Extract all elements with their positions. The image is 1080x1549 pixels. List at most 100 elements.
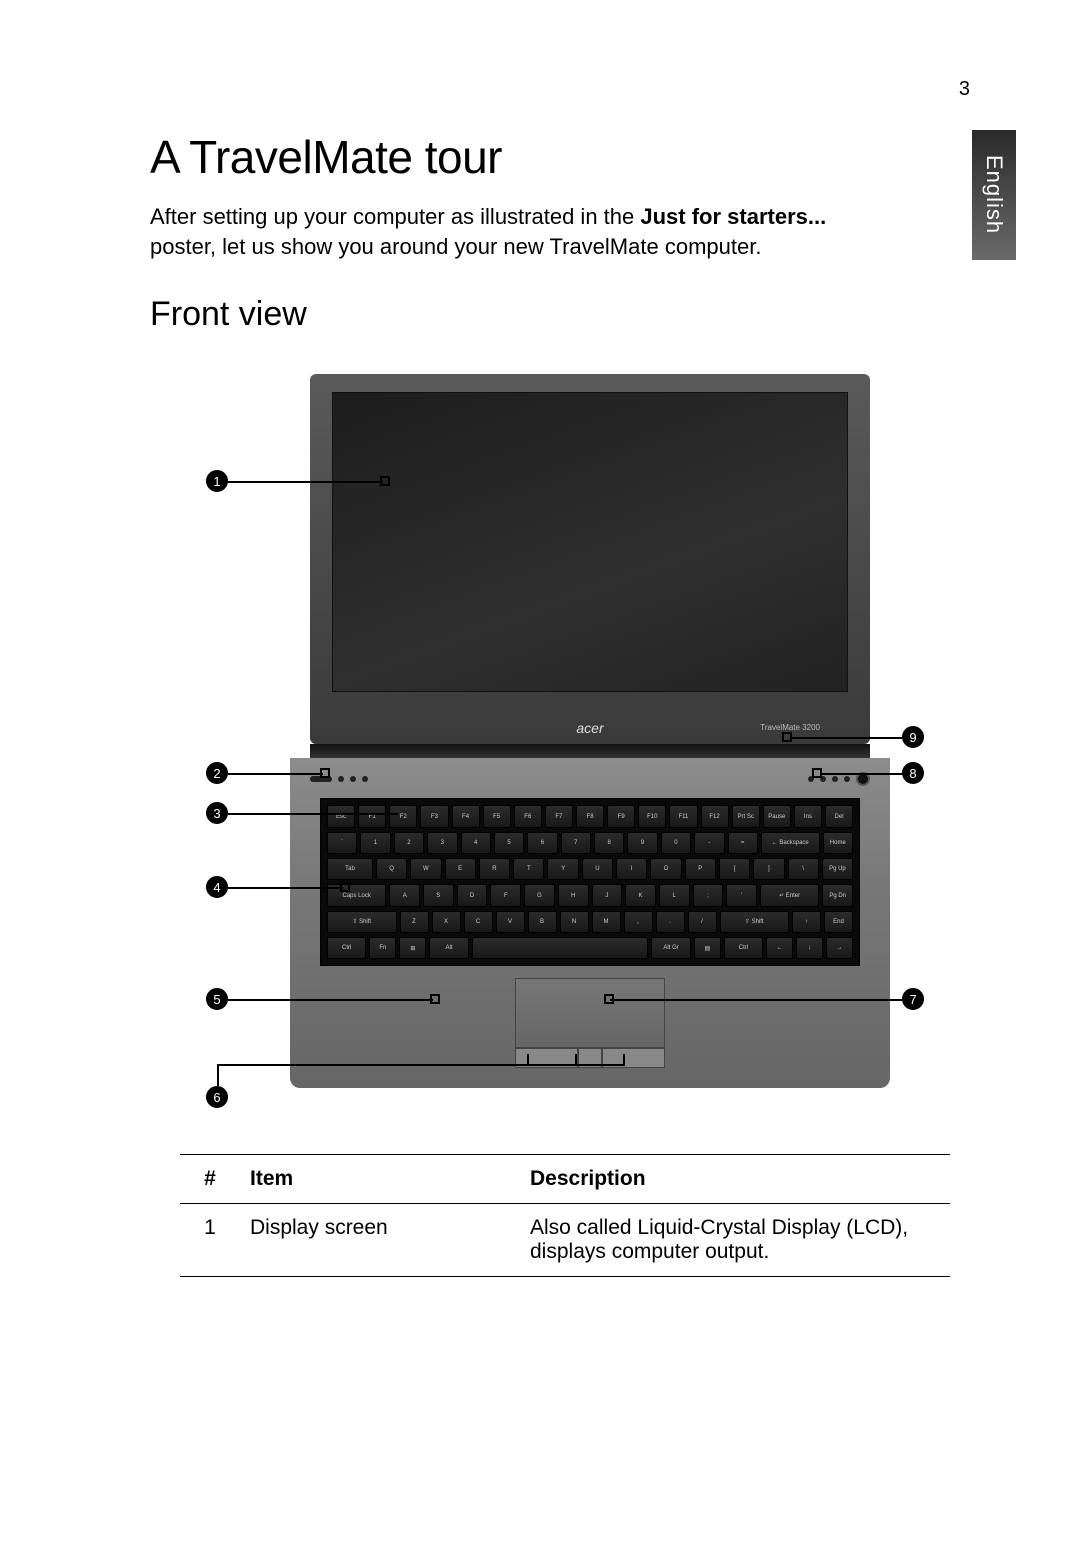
intro-bold: Just for starters... xyxy=(640,204,826,229)
language-tab-label: English xyxy=(981,155,1007,234)
launch-key xyxy=(832,776,838,782)
leader-end xyxy=(604,994,614,1004)
key: , xyxy=(624,911,653,933)
key: C xyxy=(464,911,493,933)
key: Fn xyxy=(369,937,396,959)
key: J xyxy=(592,884,623,906)
callout-7: 7 xyxy=(902,988,924,1010)
leader-line xyxy=(217,1064,527,1066)
key: Pg Dn xyxy=(822,884,853,906)
callout-8: 8 xyxy=(902,762,924,784)
key: Q xyxy=(376,858,407,880)
leader-line xyxy=(228,813,398,815)
touchpad xyxy=(515,978,665,1048)
key: 5 xyxy=(494,832,524,854)
key: F9 xyxy=(607,805,635,827)
key: W xyxy=(410,858,441,880)
key: F11 xyxy=(669,805,697,827)
col-header-desc: Description xyxy=(520,1155,950,1204)
key: 8 xyxy=(594,832,624,854)
key: F6 xyxy=(514,805,542,827)
leader-end xyxy=(782,732,792,742)
callout-1: 1 xyxy=(206,470,228,492)
indicator-led xyxy=(338,776,344,782)
key: Home xyxy=(823,832,853,854)
key: F8 xyxy=(576,805,604,827)
laptop-illustration: acer TravelMate 3200 xyxy=(180,374,950,1124)
leader-line xyxy=(228,887,343,889)
key: N xyxy=(560,911,589,933)
key: - xyxy=(694,832,724,854)
intro-post: poster, let us show you around your new … xyxy=(150,234,761,259)
key: F10 xyxy=(638,805,666,827)
key: Alt xyxy=(429,937,468,959)
leader-line xyxy=(228,481,383,483)
indicator-strip xyxy=(290,766,890,792)
callout-5: 5 xyxy=(206,988,228,1010)
key: 6 xyxy=(527,832,557,854)
leader-line xyxy=(610,999,902,1001)
page-title: A TravelMate tour xyxy=(150,130,970,184)
key: P xyxy=(685,858,716,880)
key: F12 xyxy=(701,805,729,827)
callout-4: 4 xyxy=(206,876,228,898)
table-row: 1Display screenAlso called Liquid-Crysta… xyxy=(180,1204,950,1277)
key: ⇧ Shift xyxy=(720,911,790,933)
key: G xyxy=(524,884,555,906)
cell-item: Display screen xyxy=(240,1204,520,1277)
key: ` xyxy=(327,832,357,854)
leader-line xyxy=(820,773,902,775)
manual-page: 3 English A TravelMate tour After settin… xyxy=(0,0,1080,1549)
key: 1 xyxy=(360,832,390,854)
key: ] xyxy=(753,858,784,880)
key: ↑ xyxy=(792,911,821,933)
key: Z xyxy=(400,911,429,933)
key: 2 xyxy=(394,832,424,854)
key: Esc xyxy=(327,805,355,827)
leader-end xyxy=(430,994,440,1004)
key: T xyxy=(513,858,544,880)
laptop-body: acer TravelMate 3200 xyxy=(310,374,870,1088)
key: L xyxy=(659,884,690,906)
indicator-led xyxy=(350,776,356,782)
callout-2: 2 xyxy=(206,762,228,784)
callout-6: 6 xyxy=(206,1086,228,1108)
leader-line xyxy=(790,737,902,739)
key: F4 xyxy=(452,805,480,827)
leader-line xyxy=(527,1064,625,1066)
key: Prt Sc xyxy=(732,805,760,827)
key: Ins xyxy=(794,805,822,827)
key: D xyxy=(457,884,488,906)
key: ↵ Enter xyxy=(760,884,819,906)
keyboard-row: `1234567890-=← BackspaceHome xyxy=(327,832,853,854)
screen-bezel: acer TravelMate 3200 xyxy=(310,374,870,744)
key: F1 xyxy=(358,805,386,827)
launch-key xyxy=(844,776,850,782)
key: 7 xyxy=(561,832,591,854)
key: 9 xyxy=(627,832,657,854)
key: ← xyxy=(766,937,793,959)
key: ; xyxy=(693,884,724,906)
key: 3 xyxy=(427,832,457,854)
key: Del xyxy=(825,805,853,827)
section-subtitle: Front view xyxy=(150,295,970,334)
brand-bar: acer TravelMate 3200 xyxy=(332,716,848,740)
key: F7 xyxy=(545,805,573,827)
key: U xyxy=(582,858,613,880)
key: S xyxy=(423,884,454,906)
leader-end xyxy=(340,882,350,892)
cell-desc: Also called Liquid-Crystal Display (LCD)… xyxy=(520,1204,950,1277)
brand-logo: acer xyxy=(576,720,603,736)
model-label: TravelMate 3200 xyxy=(760,723,820,732)
key: H xyxy=(558,884,589,906)
keyboard-row: ⇧ ShiftZXCVBNM,./⇧ Shift↑End xyxy=(327,911,853,933)
key: ⊞ xyxy=(399,937,426,959)
callout-9: 9 xyxy=(902,726,924,748)
key: End xyxy=(824,911,853,933)
palm-rest xyxy=(290,966,890,1078)
key: F xyxy=(490,884,521,906)
key: I xyxy=(616,858,647,880)
key: F2 xyxy=(389,805,417,827)
intro-paragraph: After setting up your computer as illust… xyxy=(150,202,890,261)
indicator-led xyxy=(362,776,368,782)
